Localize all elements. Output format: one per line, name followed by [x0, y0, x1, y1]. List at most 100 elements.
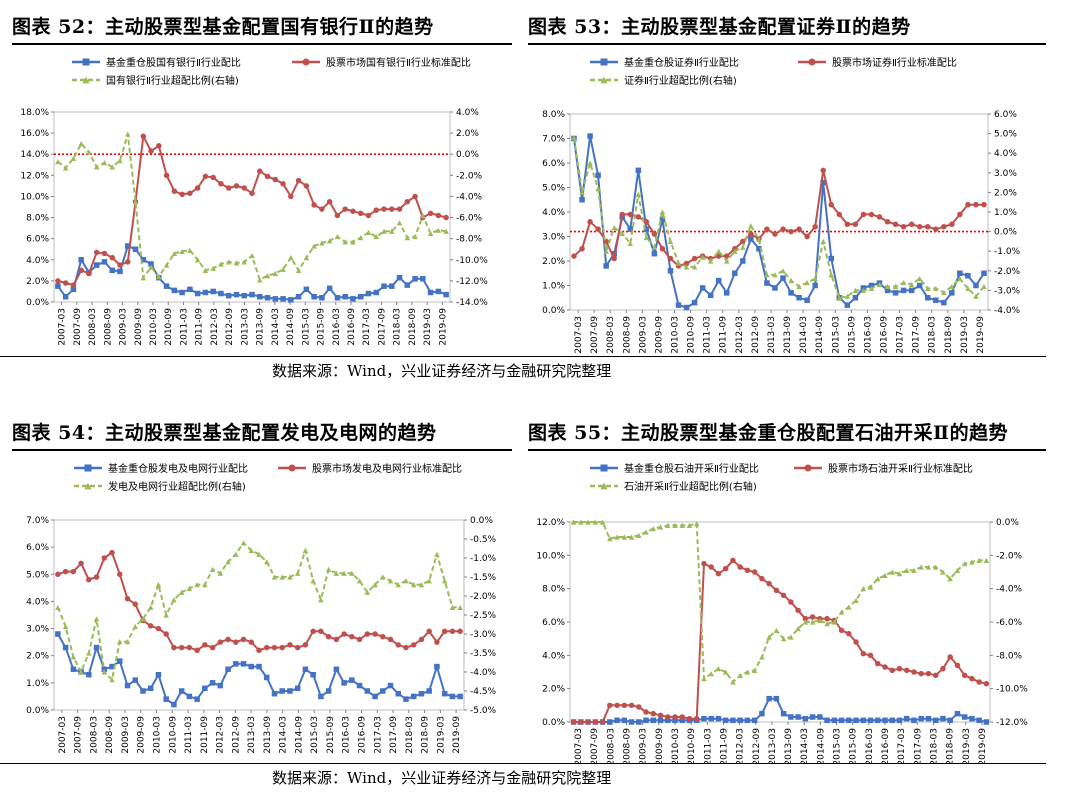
c55-xtick-9: 2011-09 [719, 728, 729, 763]
c55-series-2-point-46 [903, 567, 910, 573]
c54-series-0-point-41 [372, 693, 378, 700]
c53-series-2-point-1 [579, 189, 585, 196]
c55-series-0-point-52 [947, 717, 953, 724]
c53-series-1-point-42 [908, 221, 915, 227]
c53-series-2-point-24 [764, 272, 770, 278]
c54-xtick-8: 2011-03 [184, 716, 194, 754]
c52-xtick-24: 2019-03 [423, 308, 433, 346]
c54-xtick-20: 2017-03 [373, 716, 383, 754]
c52-ytick-left-3: 6.0% [26, 235, 49, 245]
c55-series-1-point-42 [875, 660, 881, 667]
c55-series-0-point-14 [672, 717, 678, 724]
c54-series-0-point-49 [434, 663, 440, 670]
c55-series-1-point-16 [686, 715, 693, 722]
c54-series-2-point-25 [248, 547, 255, 554]
c54-series-0-point-24 [240, 661, 247, 667]
c53-xtick-3: 2008-09 [622, 316, 632, 354]
c55-series-2-point-35 [824, 621, 830, 627]
c54-series-1-point-31 [294, 644, 301, 651]
c54-ytick-left-4: 4.0% [26, 597, 49, 607]
c53-series-1-point-39 [884, 219, 891, 225]
c54-xtick-7: 2010-09 [168, 716, 178, 754]
c53-xtick-20: 2017-03 [896, 316, 906, 354]
c54-series-2-point-34 [318, 597, 324, 603]
c54-series-2-point-36 [333, 570, 340, 576]
c55-legend-marker-0 [600, 464, 608, 472]
c54-series-line-1 [57, 551, 461, 652]
c52-series-2-point-44 [396, 220, 403, 226]
c54-xtick-25: 2019-09 [452, 716, 462, 754]
title-rule-55 [528, 449, 1046, 451]
c52-series-2-point-8 [117, 157, 123, 164]
c53-series-1-point-34 [844, 221, 851, 227]
c55-ytick-right-6: 0.0% [996, 518, 1019, 528]
c54-series-1-point-14 [163, 631, 169, 637]
c53-series-2-point-23 [756, 236, 762, 243]
c53-series-0-point-13 [675, 302, 682, 308]
c52-series-0-point-29 [280, 296, 286, 302]
c52-series-2-point-15 [171, 250, 178, 257]
c53-series-2-point-2 [587, 160, 593, 166]
c55-series-0-point-27 [766, 695, 772, 702]
c55-series-0-point-15 [679, 717, 685, 724]
c52-series-0-point-36 [334, 295, 341, 301]
c53-series-1-point-12 [667, 255, 674, 262]
c54-xtick-12: 2013-03 [247, 716, 257, 754]
c53-series-1-point-0 [571, 253, 577, 259]
c52-series-1-point-28 [272, 176, 279, 183]
c52-series-1-point-22 [225, 185, 232, 191]
c55-series-1-point-25 [751, 569, 758, 575]
c55-series-1-point-48 [918, 670, 924, 677]
c53-series-0-point-47 [949, 290, 955, 296]
c54-series-0-point-10 [132, 677, 138, 683]
c54-series-1-point-27 [263, 644, 270, 651]
c54-series-2-point-44 [395, 581, 401, 588]
c55-series-0-point-32 [802, 715, 809, 722]
c52-ytick-left-7: 14.0% [20, 150, 49, 160]
c52-series-2-point-12 [148, 264, 154, 270]
c54-series-2-point-50 [441, 578, 448, 584]
c52-xtick-17: 2015-09 [317, 308, 327, 346]
c54-series-1-point-47 [418, 636, 425, 643]
c55-series-1-point-41 [867, 652, 874, 659]
c52-series-0-point-38 [350, 296, 356, 302]
c52-series-1-point-7 [109, 254, 115, 261]
c52-xtick-3: 2008-09 [103, 308, 113, 346]
c52-series-2-point-25 [249, 252, 255, 259]
c52-series-1-point-11 [140, 133, 147, 140]
c54-series-1-point-2 [70, 568, 77, 575]
c52-series-1-point-0 [55, 278, 61, 284]
c55-series-0-point-51 [940, 715, 946, 722]
c55-series-0-point-26 [759, 710, 765, 717]
c54-series-1-point-37 [341, 631, 347, 637]
c55-xtick-8: 2011-03 [703, 728, 713, 763]
c55-ytick-right-0: -12.0% [996, 718, 1028, 728]
c54-ytick-right-4: -3.0% [470, 630, 497, 640]
c55-xtick-14: 2014-03 [800, 728, 810, 763]
c55-series-0-point-39 [853, 717, 859, 724]
c52-series-0-point-2 [70, 286, 77, 293]
c52-ytick-left-0: 0.0% [26, 298, 49, 308]
c53-series-0-point-37 [868, 282, 875, 289]
c52-series-1-point-25 [249, 190, 255, 197]
c55-series-2-point-54 [961, 561, 968, 567]
c52-series-1-point-12 [148, 148, 154, 154]
c52-series-1-point-20 [210, 174, 216, 181]
c54-series-1-point-43 [387, 636, 394, 643]
c54-series-0-point-17 [186, 693, 193, 700]
c54-series-1-point-29 [279, 644, 285, 651]
c52-series-2-point-23 [233, 260, 240, 266]
c55-series-2-point-1 [578, 519, 584, 525]
c55-series-2-point-22 [730, 679, 736, 685]
c54-series-0-point-8 [117, 658, 123, 664]
c52-series-1-point-33 [311, 202, 317, 208]
c55-xtick-11: 2012-09 [752, 728, 762, 763]
c53-ytick-right-10: 6.0% [994, 110, 1017, 120]
c53-series-0-point-45 [933, 297, 939, 303]
c55-series-0-point-40 [860, 717, 867, 724]
c55-series-1-point-12 [657, 712, 664, 719]
c55-series-2-point-16 [686, 522, 693, 528]
c53-ytick-left-3: 3.0% [542, 233, 565, 243]
c54-series-1-point-41 [372, 631, 378, 637]
c54-xtick-9: 2011-09 [200, 716, 210, 754]
